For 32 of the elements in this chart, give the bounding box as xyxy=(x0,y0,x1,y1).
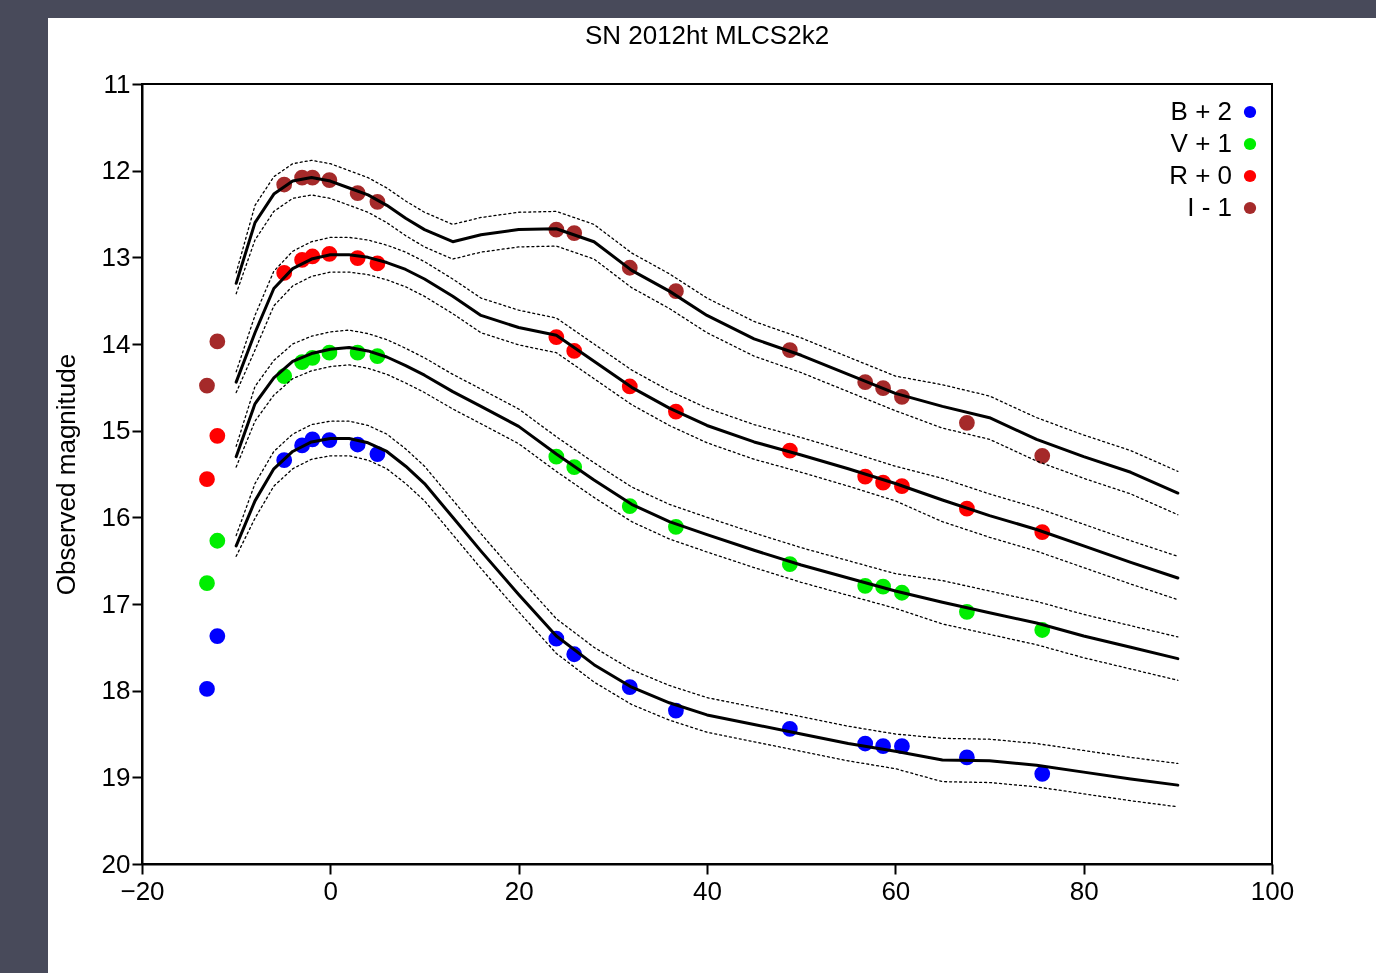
point xyxy=(199,575,215,592)
x-tick-label: 0 xyxy=(323,875,339,906)
point xyxy=(199,471,215,488)
x-tick-label: 60 xyxy=(881,875,911,906)
y-tick-label: 17 xyxy=(101,588,131,619)
point xyxy=(209,427,226,444)
x-tick-label: 40 xyxy=(693,875,722,906)
x-tick-label: 80 xyxy=(1069,875,1099,906)
y-tick-label: 11 xyxy=(103,68,131,99)
legend-label: R + 0 xyxy=(1169,160,1232,190)
legend-label: B + 2 xyxy=(1170,96,1232,126)
y-tick-label: 18 xyxy=(101,675,131,706)
point xyxy=(209,333,226,350)
point xyxy=(959,414,975,431)
legend-label: V + 1 xyxy=(1170,128,1232,158)
point xyxy=(209,532,226,549)
point xyxy=(199,377,215,394)
point xyxy=(199,681,215,697)
y-tick-label: 13 xyxy=(101,241,131,272)
y-tick-label: 16 xyxy=(101,501,131,532)
y-tick-label: 15 xyxy=(101,415,131,446)
y-tick-label: 12 xyxy=(101,155,131,186)
y-axis-title: Observed magnitude xyxy=(50,353,81,596)
x-tick-label: 20 xyxy=(504,875,534,906)
legend-label: I - 1 xyxy=(1187,192,1232,222)
point xyxy=(1034,447,1051,464)
x-tick-label: 100 xyxy=(1250,875,1295,906)
point xyxy=(1034,765,1051,782)
y-tick-label: 19 xyxy=(101,761,131,792)
point xyxy=(209,628,226,644)
chart-title: SN 2012ht MLCS2k2 xyxy=(584,20,830,50)
y-tick-label: 14 xyxy=(101,328,131,359)
